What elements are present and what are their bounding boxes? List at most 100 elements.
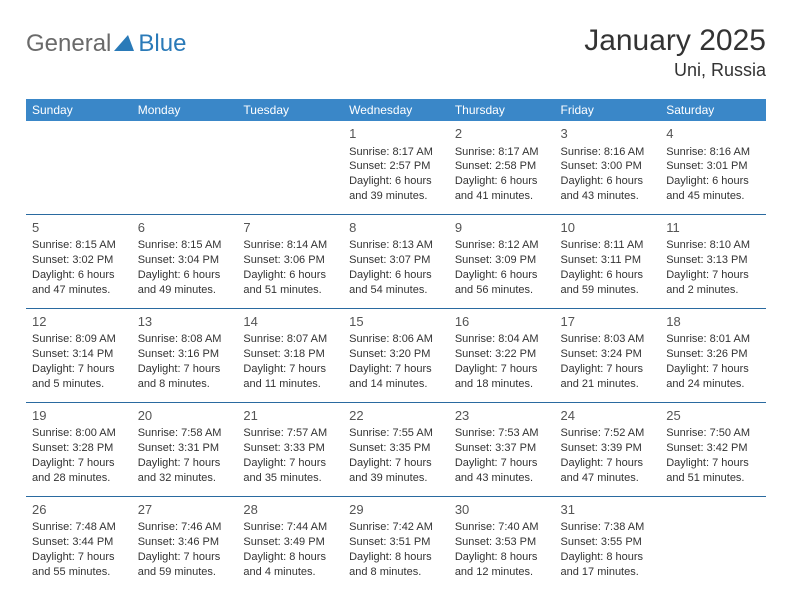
sunset-line: Sunset: 3:28 PM: [32, 441, 126, 456]
sunset-line: Sunset: 3:14 PM: [32, 347, 126, 362]
sunset-line: Sunset: 3:11 PM: [561, 253, 655, 268]
calendar-cell: 3Sunrise: 8:16 AMSunset: 3:00 PMDaylight…: [555, 121, 661, 214]
calendar-cell: 13Sunrise: 8:08 AMSunset: 3:16 PMDayligh…: [132, 308, 238, 402]
sunset-line: Sunset: 3:55 PM: [561, 535, 655, 550]
sunset-line: Sunset: 3:35 PM: [349, 441, 443, 456]
day-number: 6: [138, 219, 232, 237]
sunrise-line: Sunrise: 8:13 AM: [349, 238, 443, 253]
sunrise-line: Sunrise: 8:14 AM: [243, 238, 337, 253]
sunset-line: Sunset: 3:04 PM: [138, 253, 232, 268]
daylight-line: Daylight: 6 hours and 59 minutes.: [561, 268, 655, 298]
day-header: Thursday: [449, 99, 555, 121]
sunset-line: Sunset: 3:16 PM: [138, 347, 232, 362]
day-number: 22: [349, 407, 443, 425]
daylight-line: Daylight: 7 hours and 24 minutes.: [666, 362, 760, 392]
sunset-line: Sunset: 3:22 PM: [455, 347, 549, 362]
sunset-line: Sunset: 3:00 PM: [561, 159, 655, 174]
sunrise-line: Sunrise: 8:08 AM: [138, 332, 232, 347]
sunrise-line: Sunrise: 7:44 AM: [243, 520, 337, 535]
calendar-cell: 26Sunrise: 7:48 AMSunset: 3:44 PMDayligh…: [26, 496, 132, 589]
day-number: 29: [349, 501, 443, 519]
sunrise-line: Sunrise: 8:15 AM: [138, 238, 232, 253]
calendar-cell: 1Sunrise: 8:17 AMSunset: 2:57 PMDaylight…: [343, 121, 449, 214]
sunrise-line: Sunrise: 7:42 AM: [349, 520, 443, 535]
daylight-line: Daylight: 8 hours and 4 minutes.: [243, 550, 337, 580]
header: General Blue January 2025 Uni, Russia: [26, 24, 766, 81]
daylight-line: Daylight: 6 hours and 56 minutes.: [455, 268, 549, 298]
calendar-cell: 30Sunrise: 7:40 AMSunset: 3:53 PMDayligh…: [449, 496, 555, 589]
day-header: Wednesday: [343, 99, 449, 121]
sunrise-line: Sunrise: 8:12 AM: [455, 238, 549, 253]
sunrise-line: Sunrise: 7:57 AM: [243, 426, 337, 441]
day-number: 26: [32, 501, 126, 519]
calendar-cell: [26, 121, 132, 214]
calendar-cell: 4Sunrise: 8:16 AMSunset: 3:01 PMDaylight…: [660, 121, 766, 214]
calendar-cell: 9Sunrise: 8:12 AMSunset: 3:09 PMDaylight…: [449, 214, 555, 308]
day-number: 8: [349, 219, 443, 237]
location-label: Uni, Russia: [584, 60, 766, 81]
sunset-line: Sunset: 3:26 PM: [666, 347, 760, 362]
day-number: 16: [455, 313, 549, 331]
daylight-line: Daylight: 7 hours and 51 minutes.: [666, 456, 760, 486]
sunrise-line: Sunrise: 8:11 AM: [561, 238, 655, 253]
day-number: 25: [666, 407, 760, 425]
day-number: 2: [455, 125, 549, 143]
daylight-line: Daylight: 7 hours and 55 minutes.: [32, 550, 126, 580]
calendar-week-row: 26Sunrise: 7:48 AMSunset: 3:44 PMDayligh…: [26, 496, 766, 589]
sunset-line: Sunset: 3:42 PM: [666, 441, 760, 456]
day-number: 7: [243, 219, 337, 237]
calendar-cell: 8Sunrise: 8:13 AMSunset: 3:07 PMDaylight…: [343, 214, 449, 308]
sunset-line: Sunset: 3:13 PM: [666, 253, 760, 268]
sunrise-line: Sunrise: 7:46 AM: [138, 520, 232, 535]
sunset-line: Sunset: 3:07 PM: [349, 253, 443, 268]
calendar-cell: 15Sunrise: 8:06 AMSunset: 3:20 PMDayligh…: [343, 308, 449, 402]
sunrise-line: Sunrise: 8:15 AM: [32, 238, 126, 253]
daylight-line: Daylight: 6 hours and 54 minutes.: [349, 268, 443, 298]
sunset-line: Sunset: 3:24 PM: [561, 347, 655, 362]
sunrise-line: Sunrise: 7:50 AM: [666, 426, 760, 441]
day-number: 24: [561, 407, 655, 425]
day-header: Sunday: [26, 99, 132, 121]
calendar-table: SundayMondayTuesdayWednesdayThursdayFrid…: [26, 99, 766, 590]
sunrise-line: Sunrise: 7:40 AM: [455, 520, 549, 535]
day-number: 14: [243, 313, 337, 331]
daylight-line: Daylight: 8 hours and 12 minutes.: [455, 550, 549, 580]
day-number: 19: [32, 407, 126, 425]
daylight-line: Daylight: 6 hours and 51 minutes.: [243, 268, 337, 298]
calendar-cell: 31Sunrise: 7:38 AMSunset: 3:55 PMDayligh…: [555, 496, 661, 589]
calendar-cell: 29Sunrise: 7:42 AMSunset: 3:51 PMDayligh…: [343, 496, 449, 589]
calendar-header-row: SundayMondayTuesdayWednesdayThursdayFrid…: [26, 99, 766, 121]
calendar-cell: 10Sunrise: 8:11 AMSunset: 3:11 PMDayligh…: [555, 214, 661, 308]
sunrise-line: Sunrise: 8:16 AM: [561, 145, 655, 160]
day-header: Saturday: [660, 99, 766, 121]
calendar-week-row: 5Sunrise: 8:15 AMSunset: 3:02 PMDaylight…: [26, 214, 766, 308]
sunset-line: Sunset: 3:39 PM: [561, 441, 655, 456]
day-number: 17: [561, 313, 655, 331]
page-title: January 2025: [584, 24, 766, 58]
daylight-line: Daylight: 6 hours and 43 minutes.: [561, 174, 655, 204]
day-number: 18: [666, 313, 760, 331]
day-number: 9: [455, 219, 549, 237]
daylight-line: Daylight: 6 hours and 45 minutes.: [666, 174, 760, 204]
daylight-line: Daylight: 7 hours and 43 minutes.: [455, 456, 549, 486]
day-number: 31: [561, 501, 655, 519]
sunset-line: Sunset: 3:06 PM: [243, 253, 337, 268]
calendar-cell: 22Sunrise: 7:55 AMSunset: 3:35 PMDayligh…: [343, 402, 449, 496]
brand-logo: General Blue: [26, 30, 186, 58]
day-number: 27: [138, 501, 232, 519]
daylight-line: Daylight: 6 hours and 49 minutes.: [138, 268, 232, 298]
daylight-line: Daylight: 7 hours and 47 minutes.: [561, 456, 655, 486]
day-number: 11: [666, 219, 760, 237]
day-header: Friday: [555, 99, 661, 121]
calendar-cell: 17Sunrise: 8:03 AMSunset: 3:24 PMDayligh…: [555, 308, 661, 402]
day-number: 21: [243, 407, 337, 425]
sunrise-line: Sunrise: 8:03 AM: [561, 332, 655, 347]
day-number: 15: [349, 313, 443, 331]
brand-triangle-icon: [114, 33, 134, 56]
daylight-line: Daylight: 6 hours and 39 minutes.: [349, 174, 443, 204]
sunrise-line: Sunrise: 8:16 AM: [666, 145, 760, 160]
day-number: 10: [561, 219, 655, 237]
calendar-cell: 19Sunrise: 8:00 AMSunset: 3:28 PMDayligh…: [26, 402, 132, 496]
sunset-line: Sunset: 3:51 PM: [349, 535, 443, 550]
day-header: Tuesday: [237, 99, 343, 121]
